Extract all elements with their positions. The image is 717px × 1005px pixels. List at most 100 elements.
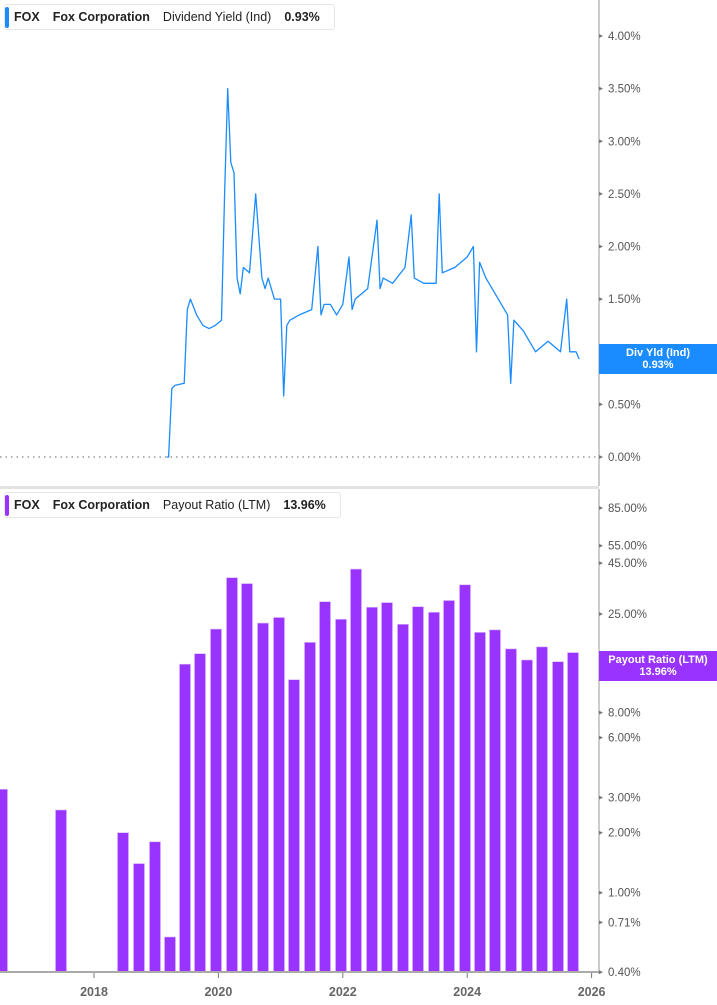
payout-bar[interactable]: [288, 679, 300, 973]
dividend-yield-panel: 4.00%3.50%3.00%2.50%2.00%1.50%1.00%0.50%…: [0, 0, 717, 486]
payout-ratio-bars: [0, 568, 579, 973]
y-tick-label: 6.00%: [608, 733, 641, 745]
payout-bar[interactable]: [381, 602, 393, 973]
payout-bar[interactable]: [412, 606, 424, 973]
payout-bar[interactable]: [536, 646, 548, 973]
payout-bar[interactable]: [210, 628, 222, 973]
x-tick-label: 2020: [204, 985, 232, 999]
badge-value: 13.96%: [639, 666, 677, 678]
x-axis-ticks: 2018 2020 2022 2024 2026: [80, 973, 606, 999]
x-tick-label: 2024: [453, 985, 481, 999]
payout-ratio-chart: 85.00% 55.00% 45.00% 25.00% 8.00% 6.00% 3.00% 2…: [0, 489, 647, 999]
payout-bar[interactable]: [179, 663, 191, 973]
payout-bar[interactable]: [489, 629, 501, 973]
panel-divider[interactable]: [0, 486, 599, 489]
x-tick-label: 2018: [80, 985, 108, 999]
legend-value: 0.93%: [284, 10, 320, 24]
y-tick-label: 85.00%: [608, 503, 647, 515]
payout-bar[interactable]: [474, 632, 486, 973]
tick-mark: [599, 561, 603, 566]
payout-bar[interactable]: [257, 622, 269, 973]
payout-bar[interactable]: [428, 612, 440, 973]
y-tick-label: 3.50%: [608, 84, 641, 96]
legend-metric: Payout Ratio (LTM): [162, 498, 271, 512]
tick-mark: [599, 920, 603, 925]
y-tick-label: 8.00%: [608, 708, 641, 720]
payout-bar[interactable]: [133, 863, 145, 973]
legend-company: Fox Corporation: [52, 10, 150, 24]
tick-mark: [599, 970, 603, 975]
tick-mark: [599, 506, 603, 510]
legend-company: Fox Corporation: [52, 498, 150, 512]
x-tick-label: 2026: [578, 985, 606, 999]
payout-bar[interactable]: [443, 600, 455, 973]
tick-mark: [599, 139, 603, 144]
payout-bar[interactable]: [55, 809, 67, 973]
badge-value: 0.93%: [642, 359, 674, 371]
payout-bar[interactable]: [273, 617, 285, 973]
y-tick-label: 2.00%: [608, 828, 641, 840]
y-tick-label: 45.00%: [608, 558, 647, 570]
y-tick-label: 0.71%: [608, 917, 641, 929]
tick-mark: [599, 543, 603, 548]
payout-bar[interactable]: [241, 583, 253, 973]
payout-bar[interactable]: [0, 788, 8, 973]
dividend-yield-chart: 4.00%3.50%3.00%2.50%2.00%1.50%1.00%0.50%…: [0, 0, 641, 486]
tick-mark: [599, 191, 603, 196]
y-tick-label: 0.40%: [608, 967, 641, 979]
tick-mark: [599, 244, 603, 249]
dividend-yield-line[interactable]: [166, 87, 580, 458]
legend-swatch: [5, 7, 9, 28]
payout-bar[interactable]: [350, 568, 362, 973]
tick-mark: [599, 710, 603, 715]
legend-ticker: FOX: [14, 10, 40, 24]
tick-mark: [599, 297, 603, 302]
payout-bar[interactable]: [149, 841, 161, 973]
payout-bar[interactable]: [194, 653, 206, 973]
legend-swatch: [5, 495, 9, 516]
payout-bar[interactable]: [335, 619, 347, 973]
legend-metric: Dividend Yield (Ind): [162, 10, 272, 24]
y-tick-label: 2.00%: [608, 242, 641, 254]
payout-bar[interactable]: [366, 607, 378, 973]
tick-mark: [599, 455, 603, 459]
legend-value: 13.96%: [283, 498, 326, 512]
tick-mark: [599, 402, 603, 407]
y-tick-label: 0.00%: [608, 452, 641, 464]
y-tick-label: 1.00%: [608, 888, 641, 900]
payout-bar[interactable]: [505, 648, 517, 973]
tick-mark: [599, 890, 603, 895]
x-tick-label: 2022: [329, 985, 357, 999]
badge-label: Div Yld (Ind): [626, 347, 690, 359]
y-tick-label: 1.50%: [608, 294, 641, 306]
payout-bar[interactable]: [319, 601, 331, 973]
payout-bar[interactable]: [117, 832, 129, 973]
tick-mark: [599, 34, 603, 38]
payout-bar[interactable]: [521, 659, 533, 973]
payout-bar[interactable]: [304, 642, 316, 973]
tick-mark: [599, 795, 603, 800]
tick-mark: [599, 86, 603, 91]
y-tick-label: 2.50%: [608, 189, 641, 201]
y-tick-label: 55.00%: [608, 541, 647, 553]
y-axis-ticks: 85.00% 55.00% 45.00% 25.00% 8.00% 6.00% 3.00% 2…: [599, 503, 647, 979]
tick-mark: [599, 830, 603, 835]
current-value-badge: Div Yld (Ind) 0.93%: [599, 344, 717, 374]
y-tick-label: 25.00%: [608, 609, 647, 621]
payout-ratio-legend[interactable]: FOX Fox Corporation Payout Ratio (LTM) 1…: [4, 492, 341, 518]
y-tick-label: 3.00%: [608, 136, 641, 148]
payout-bar[interactable]: [226, 577, 238, 973]
dividend-yield-legend[interactable]: FOX Fox Corporation Dividend Yield (Ind)…: [4, 4, 335, 30]
tick-mark: [599, 611, 603, 616]
payout-bar[interactable]: [567, 652, 579, 973]
payout-bar[interactable]: [459, 584, 471, 973]
payout-ratio-panel: 85.00% 55.00% 45.00% 25.00% 8.00% 6.00% 3.00% 2…: [0, 489, 717, 1005]
payout-bar[interactable]: [552, 661, 564, 973]
y-tick-label: 4.00%: [608, 31, 641, 43]
y-axis-ticks: 4.00%3.50%3.00%2.50%2.00%1.50%1.00%0.50%…: [599, 31, 641, 464]
payout-bar[interactable]: [397, 624, 409, 973]
payout-bar[interactable]: [164, 936, 176, 973]
tick-mark: [599, 735, 603, 740]
legend-ticker: FOX: [14, 498, 40, 512]
y-tick-label: 0.50%: [608, 399, 641, 411]
